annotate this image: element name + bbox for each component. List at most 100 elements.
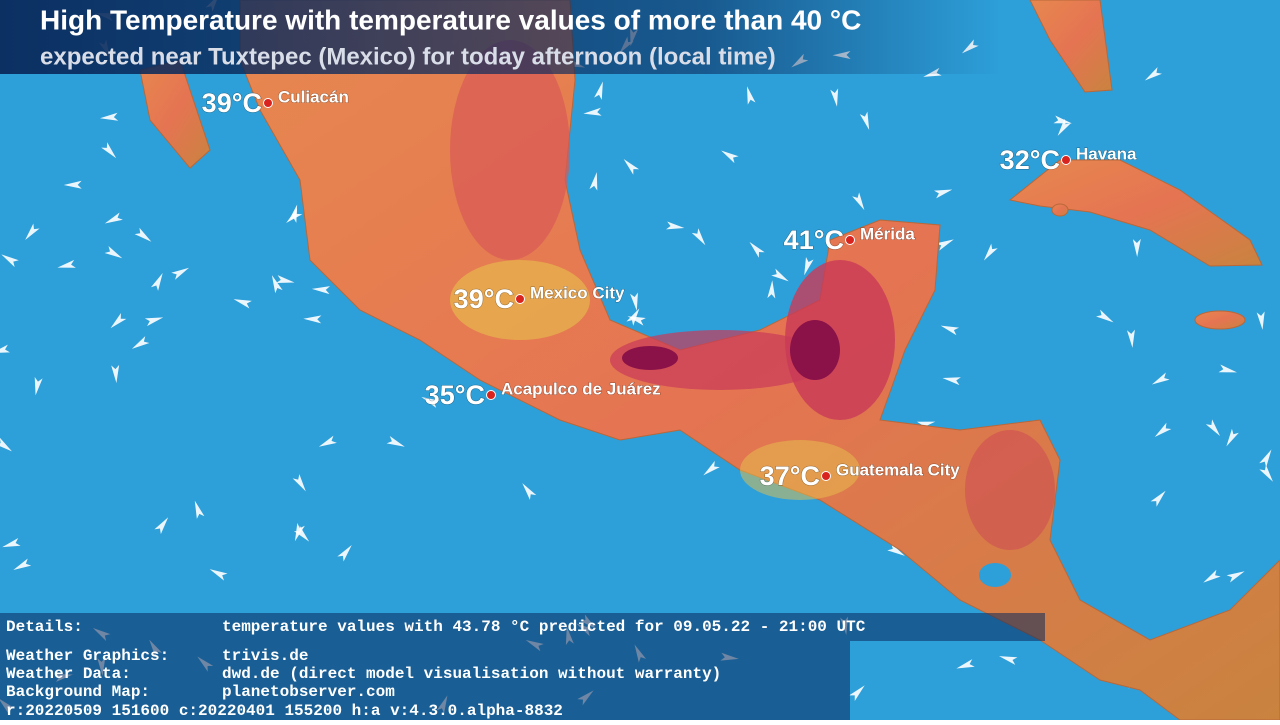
- city-dot: [263, 98, 273, 108]
- city-temp: 37°C: [760, 461, 820, 491]
- footer-label: Weather Data:: [6, 665, 131, 683]
- wind-arrow: [940, 325, 960, 336]
- wind-arrow: [589, 172, 598, 191]
- wind-arrow: [594, 81, 603, 100]
- city-name: Acapulco de Juárez: [501, 379, 661, 398]
- wind-arrow: [1226, 428, 1239, 447]
- wind-arrow: [691, 228, 706, 246]
- wind-arrow: [859, 111, 870, 130]
- wind-arrow: [0, 437, 12, 452]
- heat-areas: [450, 40, 1055, 587]
- wind-arrow: [1057, 118, 1072, 136]
- wind-arrow: [627, 316, 646, 326]
- wind-arrow: [101, 142, 117, 159]
- wind-arrow: [522, 483, 537, 500]
- city-temp: 39°C: [454, 284, 514, 314]
- wind-arrow: [154, 517, 169, 535]
- wind-arrow: [209, 569, 228, 581]
- wind-arrow: [0, 344, 10, 354]
- wind-arrow: [583, 107, 602, 116]
- wind-arrow: [749, 241, 765, 258]
- wind-arrow: [337, 545, 352, 562]
- city-dot: [515, 294, 525, 304]
- wind-arrow: [110, 313, 127, 329]
- wind-arrow: [1132, 238, 1141, 257]
- title: High Temperature with temperature values…: [40, 4, 861, 35]
- wind-arrow: [956, 659, 975, 669]
- wind-arrow: [293, 525, 310, 542]
- wind-arrow: [1151, 372, 1170, 385]
- wind-arrow: [386, 436, 405, 447]
- wind-arrow: [830, 88, 839, 107]
- wind-arrow: [623, 159, 640, 175]
- wind-arrow: [1126, 329, 1135, 348]
- city-dot: [845, 235, 855, 245]
- wind-arrow: [13, 558, 32, 570]
- wind-arrow: [1150, 490, 1166, 507]
- footer-label: Background Map:: [6, 683, 150, 701]
- city-name: Mérida: [860, 224, 915, 243]
- wind-arrow: [771, 268, 789, 282]
- wind-arrow: [1205, 419, 1221, 436]
- wind-arrow: [1226, 571, 1245, 583]
- footer-value: trivis.de: [222, 647, 308, 665]
- wind-arrow: [935, 239, 954, 251]
- footer-top: [0, 613, 1045, 641]
- wind-arrow: [421, 396, 440, 408]
- subtitle: expected near Tuxtepec (Mexico) for toda…: [40, 43, 776, 70]
- footer-value: dwd.de (direct model visualisation witho…: [222, 665, 721, 683]
- city-dot: [821, 471, 831, 481]
- city-name: Havana: [1076, 144, 1137, 163]
- wind-arrow: [2, 538, 21, 548]
- footer: [0, 641, 850, 720]
- wind-arrow: [666, 221, 685, 230]
- wind-arrow: [887, 543, 905, 556]
- footer-text: Details: temperature values with 43.78 °C…: [6, 618, 866, 701]
- wind-arrow: [294, 522, 305, 542]
- wind-arrow: [150, 272, 163, 291]
- wind-arrow: [303, 315, 322, 324]
- wind-arrow: [111, 364, 120, 384]
- wind-arrow: [999, 656, 1018, 665]
- wind-arrow: [1259, 449, 1272, 468]
- wind-arrow: [1144, 67, 1162, 81]
- wind-arrow: [57, 259, 76, 268]
- wind-arrow: [804, 257, 814, 276]
- city-name: Mexico City: [530, 283, 625, 302]
- wind-arrow: [318, 435, 337, 447]
- city-temp: 41°C: [784, 225, 844, 255]
- city-name: Guatemala City: [836, 460, 960, 479]
- city-temp: 32°C: [1000, 145, 1060, 175]
- footer-label: Weather Graphics:: [6, 647, 169, 665]
- wind-arrow: [311, 286, 331, 295]
- wind-arrow: [292, 474, 306, 492]
- wind-arrow: [171, 267, 190, 280]
- wind-arrow: [63, 180, 82, 189]
- wind-arrow: [1259, 464, 1273, 482]
- wind-arrow: [703, 460, 720, 476]
- version: r:20220509 151600 c:20220401 155200 h:a …: [6, 702, 563, 720]
- wind-arrow: [233, 299, 252, 309]
- wind-arrow: [194, 500, 205, 519]
- footer-value: temperature values with 43.78 °C predict…: [222, 618, 866, 636]
- city-dot: [486, 390, 496, 400]
- wind-arrow: [131, 336, 150, 349]
- wind-arrow: [721, 150, 739, 164]
- wind-arrow: [104, 246, 123, 259]
- wind-arrow: [983, 243, 998, 261]
- city-dot: [1061, 155, 1071, 165]
- footer-label: Details:: [6, 618, 83, 636]
- wind-arrow: [25, 223, 40, 240]
- wind-arrow: [271, 275, 283, 294]
- wind-arrow: [134, 227, 152, 242]
- wind-arrow: [933, 189, 953, 199]
- wind-arrow: [276, 275, 295, 284]
- wind-arrow: [34, 376, 43, 396]
- wind-arrow: [1053, 115, 1072, 124]
- wind-arrow: [746, 86, 756, 105]
- wind-arrow: [1218, 364, 1237, 373]
- wind-arrow: [849, 685, 865, 701]
- city-temp: 35°C: [425, 380, 485, 410]
- wind-arrow: [1, 254, 19, 268]
